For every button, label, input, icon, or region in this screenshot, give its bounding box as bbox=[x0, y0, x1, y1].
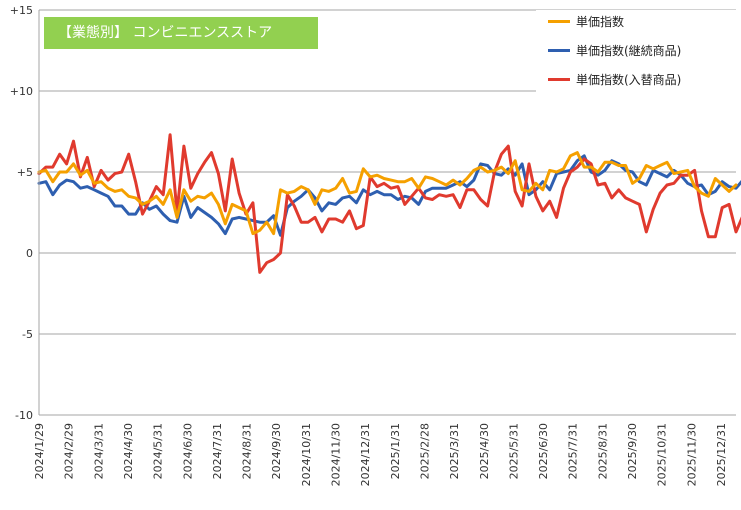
y-tick-label: 0 bbox=[26, 247, 33, 260]
x-tick-label: 2025/3/31 bbox=[448, 423, 461, 479]
x-tick-label: 2024/8/31 bbox=[241, 423, 254, 479]
x-tick-label: 2025/4/30 bbox=[478, 423, 491, 479]
series-line-replaced-products bbox=[37, 133, 741, 274]
x-tick-label: 2025/1/31 bbox=[389, 423, 402, 479]
x-tick-label: 2024/12/31 bbox=[359, 423, 372, 486]
x-tick-label: 2025/9/30 bbox=[626, 423, 639, 479]
x-tick-label: 2024/1/29 bbox=[33, 423, 46, 479]
x-tick-label: 2025/7/31 bbox=[567, 423, 580, 479]
x-tick-label: 2024/2/29 bbox=[63, 423, 76, 479]
y-tick-label: -5 bbox=[22, 328, 33, 341]
x-tick-label: 2024/5/31 bbox=[152, 423, 165, 479]
legend-swatch-red bbox=[548, 78, 570, 81]
legend-label: 単価指数 bbox=[576, 15, 625, 29]
x-tick-label: 2025/5/31 bbox=[507, 423, 520, 479]
x-tick-label: 2024/9/30 bbox=[270, 423, 283, 479]
x-tick-label: 2025/10/31 bbox=[656, 423, 669, 486]
legend-label: 単価指数(入替商品) bbox=[576, 73, 682, 87]
x-tick-label: 2024/10/31 bbox=[300, 423, 313, 486]
y-tick-label: +5 bbox=[17, 166, 33, 179]
legend-label: 単価指数(継続商品) bbox=[576, 44, 682, 58]
legend-swatch-blue bbox=[548, 49, 570, 52]
series-lines bbox=[37, 133, 741, 274]
x-tick-label: 2025/12/31 bbox=[715, 423, 728, 486]
series-line-unit-price-index bbox=[37, 151, 738, 236]
y-tick-label: +10 bbox=[10, 85, 33, 98]
x-tick-label: 2024/6/30 bbox=[181, 423, 194, 479]
x-tick-label: 2025/6/30 bbox=[537, 423, 550, 479]
x-tick-label: 2025/2/28 bbox=[419, 423, 432, 479]
legend: 単価指数 単価指数(継続商品) 単価指数(入替商品) bbox=[536, 10, 736, 94]
x-tick-label: 2025/11/30 bbox=[685, 423, 698, 486]
legend-swatch-orange bbox=[548, 20, 570, 23]
y-axis-ticks: +15 +10 +5 0 -5 -10 bbox=[10, 4, 33, 422]
x-tick-label: 2024/7/31 bbox=[211, 423, 224, 479]
y-tick-label: -10 bbox=[15, 409, 33, 422]
x-tick-label: 2024/11/30 bbox=[330, 423, 343, 486]
chart-title: 【業態別】 コンビニエンスストア bbox=[44, 17, 318, 49]
series-line-continuing-products bbox=[37, 154, 741, 237]
x-axis-ticks: 2024/1/29 2024/2/29 2024/3/31 2024/4/30 2024… bbox=[33, 423, 728, 486]
x-tick-label: 2024/3/31 bbox=[92, 423, 105, 479]
y-tick-label: +15 bbox=[10, 4, 33, 17]
x-tick-label: 2024/4/30 bbox=[122, 423, 135, 479]
x-tick-label: 2025/8/31 bbox=[596, 423, 609, 479]
